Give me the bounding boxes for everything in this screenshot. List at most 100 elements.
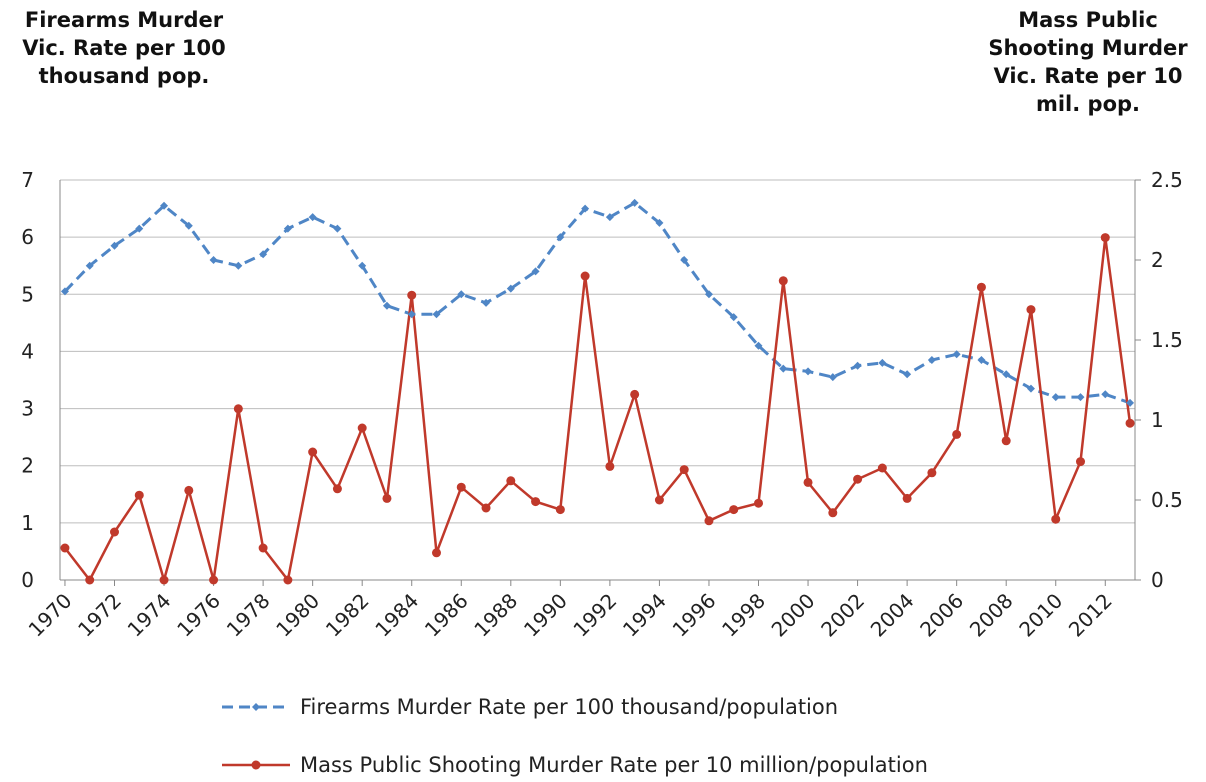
x-tick-label: 2012	[1064, 589, 1117, 642]
data-point-firearms	[630, 198, 639, 207]
data-point-mass-shooting	[976, 282, 986, 292]
x-tick-label: 1974	[123, 589, 176, 642]
data-point-firearms	[184, 221, 193, 230]
data-point-mass-shooting	[233, 404, 243, 414]
data-point-mass-shooting	[1051, 514, 1061, 524]
data-point-firearms	[1051, 393, 1060, 402]
data-point-mass-shooting	[283, 575, 293, 585]
data-point-mass-shooting	[1076, 457, 1086, 467]
y-left-tick-label: 7	[21, 168, 34, 192]
data-point-mass-shooting	[704, 516, 714, 526]
data-point-firearms	[704, 290, 713, 299]
data-point-firearms	[581, 204, 590, 213]
x-tick-label: 2004	[866, 589, 919, 642]
data-point-firearms	[135, 224, 144, 233]
data-point-firearms	[382, 301, 391, 310]
data-point-firearms	[506, 284, 515, 293]
legend-label: Firearms Murder Rate per 100 thousand/po…	[300, 695, 838, 719]
x-tick-label: 1980	[271, 589, 324, 642]
data-point-firearms	[1076, 393, 1085, 402]
data-point-firearms	[457, 290, 466, 299]
x-tick-label: 1988	[469, 589, 522, 642]
x-tick-label: 1984	[370, 589, 423, 642]
data-point-mass-shooting	[109, 527, 119, 537]
data-point-mass-shooting	[308, 447, 318, 457]
data-point-firearms	[729, 313, 738, 322]
data-point-firearms	[754, 341, 763, 350]
legend-marker-diamond	[252, 703, 260, 711]
x-tick-label: 1990	[519, 589, 572, 642]
data-point-mass-shooting	[481, 503, 491, 513]
series-line-mass-shooting	[64, 237, 1132, 585]
data-point-mass-shooting	[754, 498, 764, 508]
data-point-mass-shooting	[902, 493, 912, 503]
data-point-firearms	[655, 218, 664, 227]
data-point-firearms	[605, 213, 614, 222]
data-point-mass-shooting	[729, 505, 739, 515]
data-point-firearms	[977, 356, 986, 364]
data-point-mass-shooting	[630, 389, 640, 399]
x-tick-label: 2000	[767, 589, 820, 642]
data-point-mass-shooting	[134, 490, 144, 500]
right-axis-title: Mass Public Shooting Murder Vic. Rate pe…	[988, 8, 1188, 116]
data-point-firearms	[853, 361, 862, 370]
data-point-firearms	[779, 364, 788, 373]
data-point-mass-shooting	[456, 482, 466, 492]
data-point-firearms	[1026, 384, 1035, 393]
data-point-firearms	[283, 224, 292, 233]
legend: Firearms Murder Rate per 100 thousand/po…	[222, 695, 928, 777]
data-point-mass-shooting	[357, 423, 367, 433]
data-point-mass-shooting	[853, 474, 863, 484]
data-point-firearms	[1126, 398, 1135, 407]
data-point-firearms	[209, 256, 218, 264]
data-point-firearms	[531, 267, 540, 276]
data-point-mass-shooting	[159, 575, 169, 585]
x-tick-label: 1996	[668, 589, 721, 642]
data-point-mass-shooting	[209, 575, 219, 585]
y-left-tick-label: 5	[21, 282, 34, 306]
data-point-firearms	[333, 224, 342, 233]
data-point-firearms	[828, 373, 837, 382]
data-point-firearms	[407, 310, 416, 319]
data-point-mass-shooting	[877, 463, 887, 473]
data-point-mass-shooting	[431, 548, 441, 558]
data-point-firearms	[160, 201, 169, 210]
data-point-firearms	[482, 298, 491, 307]
data-point-mass-shooting	[927, 468, 937, 478]
y-left-tick-label: 2	[21, 454, 34, 478]
data-point-firearms	[903, 370, 912, 379]
series-line-firearms	[63, 201, 1131, 405]
gridlines	[60, 179, 1135, 581]
data-point-firearms	[878, 358, 887, 367]
data-point-mass-shooting	[580, 271, 590, 281]
data-point-mass-shooting	[828, 508, 838, 518]
x-tick-label: 2008	[965, 589, 1018, 642]
data-point-firearms	[234, 261, 243, 270]
data-point-mass-shooting	[332, 484, 342, 494]
y-right-tick-label: 2.5	[1151, 168, 1183, 192]
data-point-mass-shooting	[778, 276, 788, 286]
data-point-firearms	[85, 261, 94, 270]
y-left-tick-label: 0	[21, 568, 34, 592]
data-point-firearms	[358, 261, 367, 270]
x-tick-label: 1972	[73, 589, 126, 642]
data-point-mass-shooting	[803, 477, 813, 487]
data-point-mass-shooting	[531, 497, 541, 507]
y-left-tick-label: 1	[21, 511, 34, 535]
data-point-mass-shooting	[679, 465, 689, 475]
data-point-firearms	[259, 250, 268, 259]
y-right-tick-label: 0.5	[1151, 488, 1183, 512]
data-point-firearms	[432, 310, 441, 319]
data-point-mass-shooting	[184, 485, 194, 495]
data-point-firearms	[308, 213, 317, 222]
x-tick-label: 1992	[568, 589, 621, 642]
data-point-mass-shooting	[1001, 436, 1011, 446]
data-point-mass-shooting	[258, 543, 268, 553]
data-point-firearms	[60, 287, 69, 296]
data-point-mass-shooting	[85, 575, 95, 585]
x-tick-label: 1970	[24, 589, 77, 642]
x-tick-label: 2010	[1014, 589, 1067, 642]
left-axis-title: Firearms Murder Vic. Rate per 100 thousa…	[22, 8, 226, 88]
data-point-mass-shooting	[382, 493, 392, 503]
